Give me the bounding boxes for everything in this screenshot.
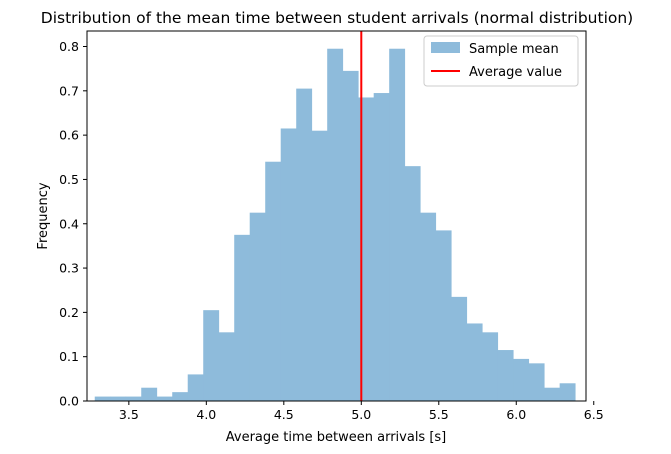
histogram-bar <box>234 234 251 401</box>
histogram-bar <box>497 350 514 401</box>
chart-title: Distribution of the mean time between st… <box>41 9 633 27</box>
histogram-bar <box>404 166 421 401</box>
legend-sample-mean-swatch <box>431 42 460 53</box>
histogram-bar <box>94 396 111 401</box>
x-tick-label: 3.5 <box>119 407 139 422</box>
histogram-bar <box>373 93 390 402</box>
y-axis-ticks: 0.0 0.1 0.2 0.3 0.4 0.5 0.6 0.7 0.8 <box>59 39 87 409</box>
histogram-bar <box>559 383 576 401</box>
histogram-bar <box>203 310 220 401</box>
histogram-bar <box>389 48 406 402</box>
histogram-bar <box>141 387 158 401</box>
x-tick-label: 4.0 <box>196 407 216 422</box>
histogram-bar <box>249 212 266 401</box>
y-tick-label: 0.7 <box>59 83 79 98</box>
y-tick-label: 0.4 <box>59 216 79 231</box>
histogram-bar <box>466 323 483 401</box>
histogram-bar <box>125 396 142 401</box>
legend-sample-mean-label: Sample mean <box>469 42 559 57</box>
histogram-bar <box>156 396 173 401</box>
x-tick-label: 5.0 <box>351 407 371 422</box>
histogram-bar <box>280 128 297 401</box>
y-tick-label: 0.2 <box>59 305 79 320</box>
y-axis-label: Frequency <box>36 182 51 249</box>
legend-box <box>423 35 579 87</box>
histogram-bar <box>172 392 189 401</box>
histogram-bar <box>482 332 499 401</box>
x-tick-label: 5.5 <box>429 407 449 422</box>
x-axis-label: Average time between arrivals [s] <box>226 430 447 445</box>
plot-frame <box>86 30 587 402</box>
histogram-bar <box>435 230 452 401</box>
x-tick-label: 6.0 <box>506 407 526 422</box>
histogram-bar <box>311 130 328 401</box>
histogram-bar <box>342 70 359 401</box>
x-axis-ticks: 3.5 4.0 4.5 5.0 5.5 6.0 6.5 <box>119 401 604 422</box>
histogram-bar <box>544 387 561 401</box>
histogram-bar <box>327 48 344 402</box>
histogram-bar <box>265 161 282 401</box>
legend: Sample mean Average value <box>423 35 579 87</box>
y-tick-label: 0.5 <box>59 172 79 187</box>
histogram-bar <box>110 396 127 401</box>
y-tick-label: 0.3 <box>59 261 79 276</box>
y-tick-label: 0.1 <box>59 349 79 364</box>
histogram-bars <box>94 48 576 402</box>
x-tick-label: 6.5 <box>584 407 604 422</box>
histogram-bar <box>187 374 204 401</box>
histogram-bar <box>528 363 545 401</box>
y-tick-label: 0.6 <box>59 128 79 143</box>
histogram-bar <box>451 296 468 401</box>
y-tick-label: 0.8 <box>59 39 79 54</box>
legend-average-value-label: Average value <box>469 65 562 80</box>
y-tick-label: 0.0 <box>59 394 79 409</box>
histogram-bar <box>420 212 437 401</box>
histogram-bar <box>296 88 313 401</box>
histogram-bar <box>218 332 235 401</box>
histogram-bar <box>513 358 530 401</box>
x-tick-label: 4.5 <box>274 407 294 422</box>
